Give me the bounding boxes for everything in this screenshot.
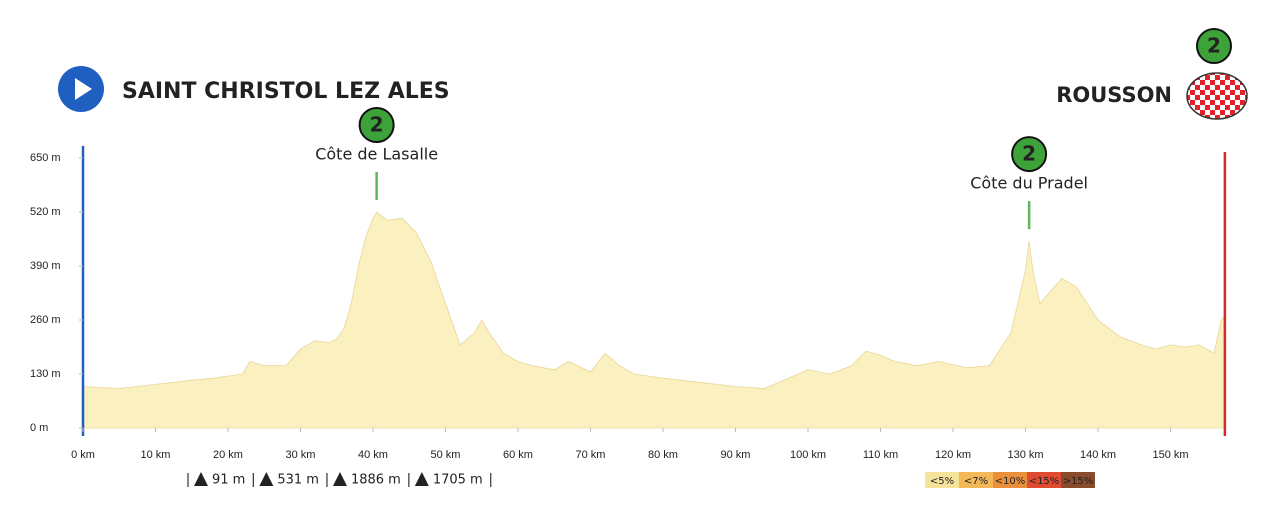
stat-icon (259, 472, 274, 486)
climb-category: 2 (370, 113, 384, 137)
climb-label: Côte du Pradel (970, 174, 1088, 193)
start-arrow (75, 78, 92, 100)
x-tick-label: 20 km (213, 449, 243, 461)
finish-category: 2 (1207, 34, 1221, 58)
y-tick-label: 520 m (30, 206, 61, 218)
x-tick-label: 100 km (790, 449, 826, 461)
slope-label: <10% (995, 476, 1026, 487)
y-tick-label: 260 m (30, 314, 61, 326)
x-tick-label: 10 km (141, 449, 171, 461)
y-tick-label: 390 m (30, 260, 61, 272)
slope-swatch (1027, 472, 1061, 488)
x-tick-label: 90 km (721, 449, 751, 461)
x-tick-label: 150 km (1152, 449, 1188, 461)
slope-label: <15% (1029, 476, 1060, 487)
elevation-area (82, 211, 1226, 429)
stat-value: 531 m (277, 473, 319, 488)
climb-label: Côte de Lasalle (315, 145, 438, 164)
x-tick-label: 80 km (648, 449, 678, 461)
y-tick-label: 130 m (30, 368, 61, 380)
slope-label: <7% (964, 476, 988, 487)
x-tick-label: 0 km (71, 449, 95, 461)
y-tick-label: 650 m (30, 152, 61, 164)
x-tick-label: 70 km (576, 449, 606, 461)
slope-swatch (925, 472, 959, 488)
x-tick-label: 40 km (358, 449, 388, 461)
slope-swatch (959, 472, 993, 488)
stat-value: 1886 m (351, 473, 401, 488)
climb-badge (358, 107, 395, 143)
climb-badge (1011, 136, 1048, 173)
x-tick-label: 50 km (431, 449, 461, 461)
climb-category: 2 (1022, 142, 1036, 166)
x-tick-label: 110 km (863, 449, 898, 461)
y-tick-label: 0 m (30, 422, 48, 434)
stat-icon (414, 472, 429, 486)
finish-label: ROUSSON (1056, 83, 1172, 107)
stat-value: 1705 m (433, 473, 483, 488)
stat-value: 91 m (212, 473, 245, 488)
slope-label: >15% (1063, 476, 1094, 487)
finish-badge (1196, 28, 1232, 64)
x-tick-label: 140 km (1080, 449, 1116, 461)
x-tick-label: 120 km (935, 449, 971, 461)
x-tick-label: 60 km (503, 449, 533, 461)
slope-swatch (1061, 472, 1095, 488)
start-label: SAINT CHRISTOL LEZ ALES (122, 79, 450, 104)
stat-icon (332, 472, 347, 486)
slope-swatch (993, 472, 1027, 488)
slope-label: <5% (930, 476, 954, 487)
x-tick-label: 30 km (286, 449, 316, 461)
x-tick-label: 130 km (1007, 449, 1043, 461)
stat-icon (194, 472, 208, 486)
finish-flag (1186, 72, 1248, 120)
